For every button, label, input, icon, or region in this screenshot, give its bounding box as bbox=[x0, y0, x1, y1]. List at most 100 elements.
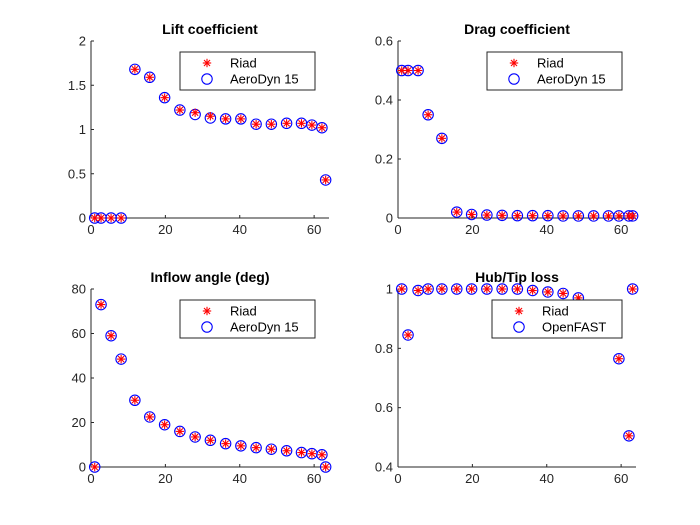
lift-point-aerodyn-15 bbox=[319, 174, 332, 186]
drag-legend-label: AeroDyn 15 bbox=[537, 72, 606, 87]
inflow-point-aerodyn-15 bbox=[204, 434, 217, 447]
hubtip-x-tick-label: 60 bbox=[614, 471, 628, 486]
hubtip-legend-box bbox=[491, 299, 623, 339]
hubtip-legend-label: OpenFAST bbox=[542, 320, 606, 335]
drag-point-aerodyn-15 bbox=[542, 209, 554, 222]
hubtip-point-riad bbox=[437, 284, 447, 294]
lift-point-riad bbox=[175, 105, 185, 115]
hubtip-point-riad bbox=[497, 284, 507, 294]
drag-y-tick-label: 0.2 bbox=[375, 152, 393, 167]
lift-point-aerodyn-15 bbox=[265, 118, 278, 130]
inflow-point-riad bbox=[297, 448, 306, 457]
inflow-point-riad bbox=[321, 462, 330, 472]
lift-point-riad bbox=[251, 119, 261, 129]
drag-point-aerodyn-15 bbox=[587, 210, 600, 222]
hubtip-point-riad bbox=[482, 284, 492, 294]
hubtip-point-openfast bbox=[557, 287, 569, 300]
drag-legend-marker-riad bbox=[509, 58, 519, 68]
hubtip-point-openfast bbox=[422, 283, 434, 295]
inflow-chart: Inflow angle (deg) 0 20 40 60 0 20 40 60 80 RiadAe… bbox=[72, 269, 332, 486]
lift-point-riad bbox=[236, 114, 246, 124]
lift-point-riad bbox=[282, 119, 291, 128]
inflow-point-riad bbox=[175, 427, 185, 436]
hubtip-point-openfast bbox=[465, 283, 478, 295]
hubtip-point-openfast bbox=[436, 283, 448, 295]
drag-point-aerodyn-15 bbox=[572, 210, 585, 222]
hubtip-legend-marker-openfast bbox=[513, 321, 525, 333]
lift-x-tick-label: 40 bbox=[233, 222, 247, 237]
drag-point-riad bbox=[614, 211, 624, 221]
hubtip-point-openfast bbox=[481, 283, 493, 295]
hubtip-point-riad bbox=[614, 354, 624, 363]
drag-x-tick-label: 0 bbox=[394, 222, 401, 237]
drag-point-aerodyn-15 bbox=[511, 209, 524, 222]
hubtip-point-riad bbox=[624, 431, 634, 441]
hubtip-chart: Hub/Tip loss 0 20 40 60 0.4 0.6 0.8 1 RiadOpenFAS… bbox=[375, 269, 639, 486]
lift-x-tick-label: 60 bbox=[307, 222, 321, 237]
lift-title: Lift coefficient bbox=[162, 21, 258, 37]
hubtip-point-riad bbox=[467, 284, 476, 294]
inflow-x-tick-label: 40 bbox=[233, 471, 247, 486]
inflow-y-tick-label: 0 bbox=[79, 460, 86, 475]
hubtip-point-riad bbox=[543, 287, 553, 297]
inflow-y-tick-label: 20 bbox=[72, 415, 86, 430]
drag-point-aerodyn-15 bbox=[436, 132, 448, 145]
lift-point-riad bbox=[317, 123, 327, 132]
lift-point-riad bbox=[116, 213, 126, 223]
inflow-y-tick-label: 40 bbox=[72, 371, 86, 386]
inflow-point-riad bbox=[236, 441, 246, 451]
drag-point-aerodyn-15 bbox=[496, 209, 508, 222]
inflow-point-aerodyn-15 bbox=[316, 449, 328, 461]
lift-point-riad bbox=[321, 175, 330, 185]
lift-point-riad bbox=[130, 65, 140, 74]
lift-point-riad bbox=[160, 93, 169, 102]
lift-point-aerodyn-15 bbox=[316, 121, 328, 134]
inflow-legend-label: Riad bbox=[230, 304, 257, 319]
lift-point-aerodyn-15 bbox=[235, 113, 247, 125]
drag-point-aerodyn-15 bbox=[451, 206, 463, 218]
inflow-point-aerodyn-15 bbox=[265, 443, 278, 455]
lift-point-aerodyn-15 bbox=[115, 212, 127, 224]
lift-point-riad bbox=[106, 213, 116, 223]
drag-y-tick-label: 0 bbox=[386, 211, 393, 226]
inflow-title: Inflow angle (deg) bbox=[151, 269, 270, 285]
inflow-point-aerodyn-15 bbox=[235, 440, 247, 452]
drag-point-riad bbox=[574, 211, 583, 221]
inflow-point-riad bbox=[221, 439, 230, 448]
hubtip-point-riad bbox=[528, 286, 537, 295]
hubtip-point-riad bbox=[423, 284, 433, 294]
lift-legend-marker-aerodyn-15 bbox=[201, 73, 213, 85]
drag-point-aerodyn-15 bbox=[465, 208, 478, 221]
inflow-x-tick-label: 60 bbox=[307, 471, 321, 486]
hubtip-point-openfast bbox=[626, 283, 639, 295]
drag-point-riad bbox=[558, 211, 568, 221]
drag-point-riad bbox=[437, 134, 447, 143]
lift-point-riad bbox=[221, 114, 230, 124]
drag-legend-box bbox=[486, 51, 623, 91]
inflow-point-aerodyn-15 bbox=[189, 431, 201, 443]
drag-point-aerodyn-15 bbox=[526, 209, 539, 222]
inflow-point-aerodyn-15 bbox=[129, 394, 141, 406]
inflow-x-tick-label: 0 bbox=[87, 471, 94, 486]
hubtip-x-tick-label: 20 bbox=[465, 471, 479, 486]
drag-point-riad bbox=[604, 211, 613, 221]
lift-point-aerodyn-15 bbox=[250, 118, 262, 130]
drag-legend-label: Riad bbox=[537, 56, 564, 71]
inflow-point-aerodyn-15 bbox=[250, 441, 262, 454]
drag-point-aerodyn-15 bbox=[412, 64, 424, 77]
inflow-point-riad bbox=[190, 432, 200, 442]
lift-point-riad bbox=[145, 73, 154, 82]
hubtip-y-tick-label: 0.4 bbox=[375, 460, 393, 475]
drag-point-riad bbox=[403, 66, 413, 75]
inflow-point-riad bbox=[96, 300, 106, 309]
lift-legend-label: AeroDyn 15 bbox=[230, 72, 299, 87]
drag-x-tick-label: 20 bbox=[465, 222, 479, 237]
hubtip-x-tick-label: 0 bbox=[394, 471, 401, 486]
inflow-y-tick-label: 80 bbox=[72, 282, 86, 297]
drag-point-riad bbox=[452, 207, 461, 217]
drag-point-riad bbox=[543, 211, 553, 220]
inflow-y-tick-label: 60 bbox=[72, 326, 86, 341]
inflow-x-tick-label: 20 bbox=[158, 471, 172, 486]
lift-y-tick-label: 1.5 bbox=[68, 78, 86, 93]
